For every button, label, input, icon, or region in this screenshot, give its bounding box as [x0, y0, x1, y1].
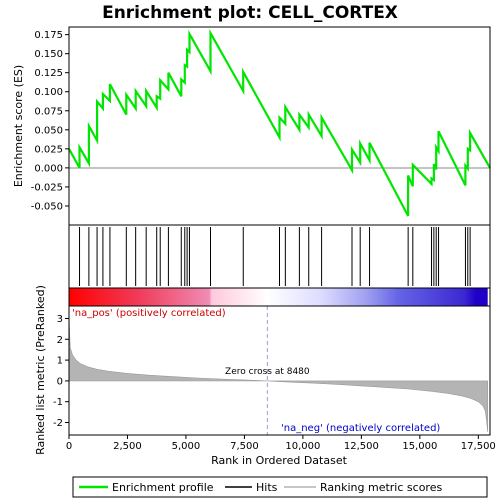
x-tick-label: 7,500	[230, 441, 259, 452]
es-y-axis: -0.050 -0.025 0.000 0.025 0.050 0.075 0.100 0.1…	[31, 30, 69, 212]
metric-y-label: Ranked list metric (PreRanked)	[34, 285, 47, 455]
heat-bar-gradient	[69, 288, 488, 306]
x-tick-label: 17,500	[461, 441, 496, 452]
metric-panel-frame	[68, 305, 491, 436]
es-y-tick-label: -0.025	[31, 182, 63, 193]
zero-cross-label: Zero cross at 8480	[225, 367, 310, 377]
metric-y-tick-label: 3	[57, 314, 63, 325]
x-tick-label: 15,000	[402, 441, 437, 452]
x-axis-label: Rank in Ordered Dataset	[211, 454, 348, 467]
es-y-tick-label: 0.050	[34, 125, 63, 136]
ranking-metric-area	[68, 314, 488, 432]
x-tick-label: 10,000	[285, 441, 320, 452]
hits-panel	[68, 224, 491, 289]
es-y-tick-label: 0.000	[34, 163, 63, 174]
x-axis: 0 2,500 5,000 7,500 10,000 12,500 15,000 17,500	[66, 435, 496, 452]
metric-y-axis: -2 -1 0 1 2 3	[53, 314, 69, 429]
es-y-tick-label: 0.025	[34, 144, 63, 155]
metric-y-tick-label: 0	[57, 376, 63, 387]
metric-y-tick-label: -1	[53, 397, 63, 408]
metric-y-tick-label: -2	[53, 418, 63, 429]
x-tick-label: 0	[66, 441, 72, 452]
es-y-tick-label: 0.150	[34, 49, 63, 60]
negative-correlation-label: 'na_neg' (negatively correlated)	[281, 423, 440, 434]
es-y-tick-label: 0.075	[34, 106, 63, 117]
legend-enrichment-label: Enrichment profile	[112, 481, 214, 494]
positive-correlation-label: 'na_pos' (positively correlated)	[72, 308, 226, 319]
x-tick-label: 12,500	[344, 441, 379, 452]
es-y-label: Enrichment score (ES)	[12, 65, 25, 187]
ranking-heat-bar	[68, 287, 491, 307]
es-y-tick-label: 0.100	[34, 87, 63, 98]
legend-box	[72, 476, 488, 498]
metric-y-tick-label: 2	[57, 335, 63, 346]
x-tick-label: 2,500	[113, 441, 142, 452]
x-tick-label: 5,000	[172, 441, 201, 452]
es-panel: -0.050 -0.025 0.000 0.025 0.050 0.075 0.100 0.1…	[12, 26, 491, 226]
chart-title: Enrichment plot: CELL_CORTEX	[102, 3, 398, 23]
es-y-tick-label: -0.050	[31, 201, 63, 212]
metric-panel: Zero cross at 8480 'na_pos' (positively …	[34, 285, 496, 467]
legend-metric-label: Ranking metric scores	[320, 481, 442, 494]
metric-y-tick-label: 1	[57, 356, 63, 367]
es-y-tick-label: 0.125	[34, 68, 63, 79]
legend-hits-label: Hits	[256, 481, 278, 494]
es-y-tick-label: 0.175	[34, 30, 63, 41]
legend: Enrichment profile Hits Ranking metric s…	[72, 476, 488, 498]
enrichment-profile-line	[68, 28, 491, 217]
